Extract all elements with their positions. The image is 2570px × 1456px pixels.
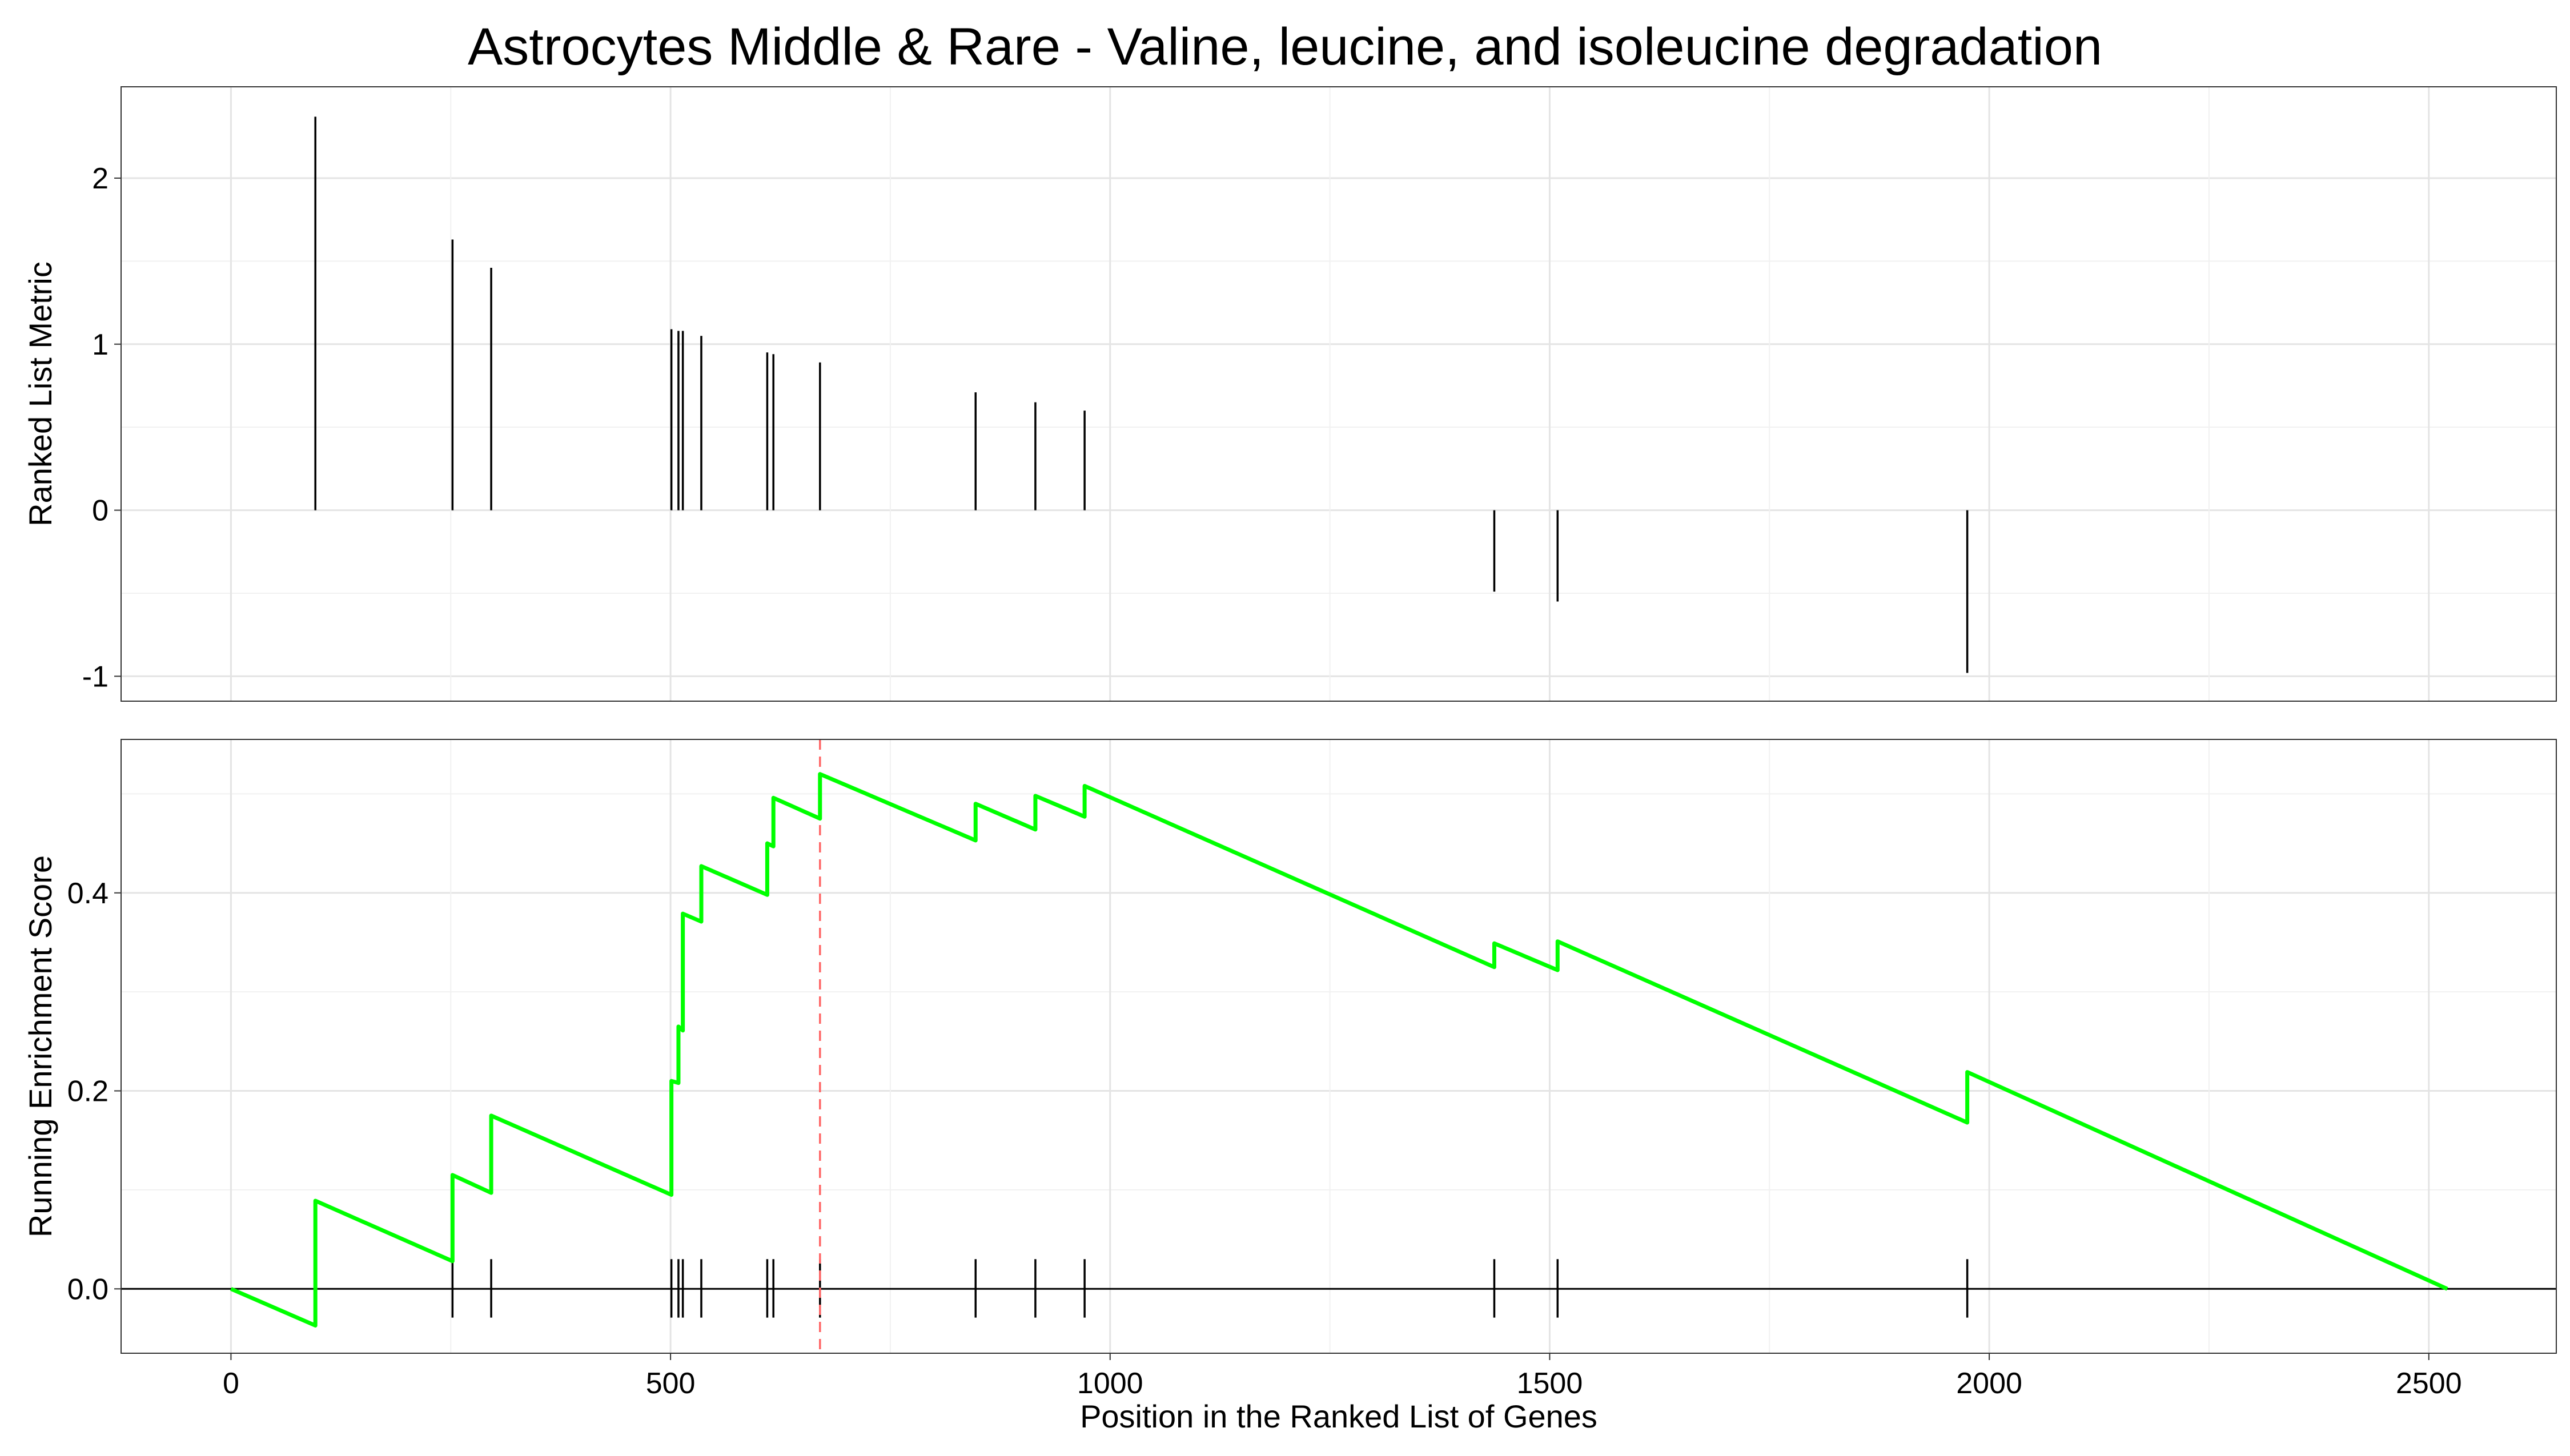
y-tick-label: -1	[82, 660, 109, 693]
enrichment-score-y-ticks: 0.4 0.2 0.0	[67, 877, 121, 1306]
y-tick-label: 0.4	[67, 877, 109, 910]
x-tick-label: 2500	[2396, 1367, 2462, 1400]
enrichment-score-plot-area	[121, 739, 2556, 1353]
x-tick-label: 2000	[1956, 1367, 2022, 1400]
ranked-metric-y-axis-label: Ranked List Metric	[22, 262, 58, 526]
x-tick-label: 0	[223, 1367, 239, 1400]
y-tick-label: 2	[92, 162, 109, 195]
x-axis-ticks: 0 500 1000 1500 2000 2500	[223, 1353, 2462, 1400]
enrichment-score-panel: 0.4 0.2 0.0 Running Enrichment Score	[22, 739, 2557, 1354]
y-tick-label: 0.0	[67, 1273, 109, 1306]
ranked-metric-plot-area	[121, 87, 2556, 701]
ranked-metric-y-ticks: 2 1 0 -1	[82, 162, 121, 693]
ranked-metric-panel-border	[121, 86, 2557, 702]
ranked-metric-gridlines	[121, 87, 2556, 701]
chart-title: Astrocytes Middle & Rare - Valine, leuci…	[467, 18, 2103, 76]
y-tick-label: 1	[92, 328, 109, 361]
x-tick-label: 1000	[1077, 1367, 1143, 1400]
x-tick-label: 500	[646, 1367, 696, 1400]
y-tick-label: 0.2	[67, 1075, 109, 1108]
x-axis-label: Position in the Ranked List of Genes	[1080, 1398, 1597, 1434]
enrichment-score-y-axis-label: Running Enrichment Score	[22, 855, 58, 1237]
y-tick-label: 0	[92, 494, 109, 528]
enrichment-score-panel-border	[121, 739, 2557, 1354]
ranked-metric-bars	[314, 116, 1969, 673]
running-enrichment-score-line	[230, 772, 2448, 1328]
ranked-metric-panel: 2 1 0 -1 Ranked List Metric	[22, 86, 2557, 702]
x-tick-label: 1500	[1517, 1367, 1583, 1400]
